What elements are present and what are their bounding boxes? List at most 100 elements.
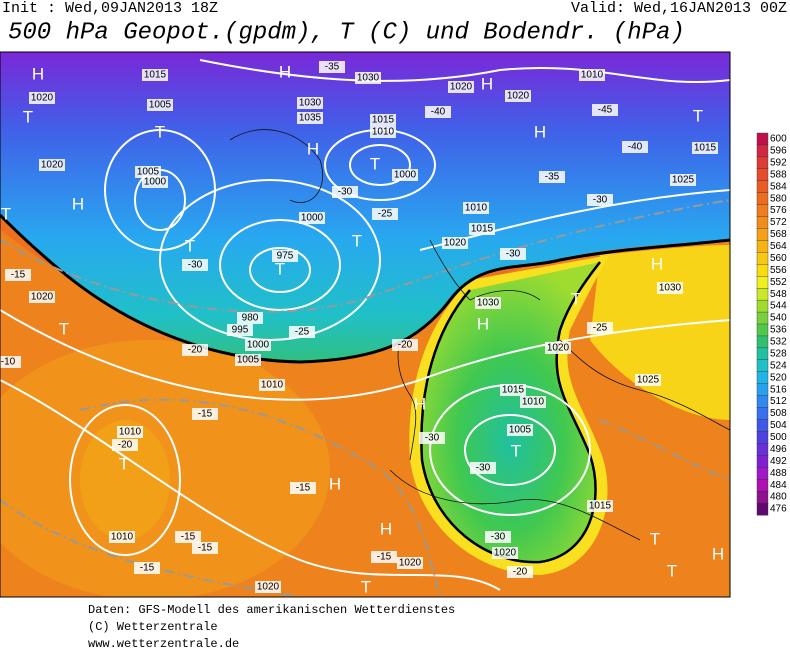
contour-label: 1020 xyxy=(399,558,422,569)
footer-url: www.wetterzentrale.de xyxy=(88,637,239,648)
label-box xyxy=(592,104,618,116)
contour-label: 980 xyxy=(242,313,259,324)
map-labels: H 1020 T 1020 H T -15 1020 T -10 1010 -20 T 1010 T 1005… xyxy=(0,61,724,596)
colorbar-label: 484 xyxy=(770,480,787,491)
label-box xyxy=(500,248,526,260)
contour-label: -20 xyxy=(188,345,203,356)
colorbar-label: 544 xyxy=(770,301,787,312)
contour-label: 1005 xyxy=(237,355,260,366)
contour-label: -40 xyxy=(628,142,643,153)
label-box xyxy=(657,282,683,294)
contour-label: -30 xyxy=(425,433,440,444)
pressure-center: T xyxy=(361,577,371,596)
label-box xyxy=(622,141,648,153)
colorbar-label: 528 xyxy=(770,348,787,359)
colorbar-label: 476 xyxy=(770,504,787,515)
colorbar-swatch xyxy=(756,502,769,516)
map-frame xyxy=(0,51,731,598)
label-box xyxy=(245,339,271,351)
label-box xyxy=(500,384,526,396)
label-box xyxy=(475,297,501,309)
colorbar-label: 584 xyxy=(770,181,787,192)
label-box xyxy=(469,223,495,235)
footer-source: Daten: GFS-Modell des amerikanischen Wet… xyxy=(88,603,455,617)
contour-label: 1010 xyxy=(581,70,604,81)
label-box xyxy=(355,72,381,84)
colorbar-swatch xyxy=(756,419,769,432)
label-box xyxy=(470,462,496,474)
colorbar-swatch xyxy=(756,323,769,337)
contour-label: 1025 xyxy=(637,375,660,386)
pressure-center: H xyxy=(32,64,44,83)
colorbar-swatch xyxy=(756,443,769,456)
colorbar-label: 488 xyxy=(770,468,787,479)
label-box xyxy=(109,531,135,543)
contour-label: 1005 xyxy=(137,167,160,178)
label-box xyxy=(392,339,418,351)
colorbar-swatch xyxy=(756,335,769,349)
label-box xyxy=(259,379,285,391)
contour-label: -15 xyxy=(377,552,392,563)
colorbar-label: 596 xyxy=(770,146,787,157)
contour-label: 995 xyxy=(232,325,249,336)
colorbar-swatch xyxy=(756,180,769,194)
contour-label: 1000 xyxy=(247,340,270,351)
colorbar-label: 532 xyxy=(770,337,787,348)
colorbar: 6005965925885845805765725685645605565525… xyxy=(756,132,787,516)
label-box xyxy=(5,269,31,281)
pressure-center: H xyxy=(414,394,426,413)
label-box xyxy=(29,92,55,104)
label-box xyxy=(227,324,253,336)
colorbar-swatch xyxy=(756,216,769,230)
contour-label: 1010 xyxy=(261,380,284,391)
contour-label: -25 xyxy=(378,209,393,220)
label-box xyxy=(635,374,661,386)
contour-label: 1005 xyxy=(149,100,172,111)
contour-label: -20 xyxy=(513,567,528,578)
contour-label: -15 xyxy=(181,532,196,543)
field-green xyxy=(421,262,600,563)
contour-label: 975 xyxy=(277,251,294,262)
colorbar-swatch xyxy=(756,431,769,444)
colorbar-label: 588 xyxy=(770,169,787,180)
label-box xyxy=(507,566,533,578)
label-box xyxy=(419,432,445,444)
label-box xyxy=(372,208,398,220)
pressure-center: H xyxy=(712,544,724,563)
label-box xyxy=(29,291,55,303)
pressure-center: H xyxy=(307,139,319,158)
contour-label: 1020 xyxy=(444,238,467,249)
label-box xyxy=(297,112,323,124)
colorbar-swatch xyxy=(756,168,769,182)
colorbar-swatch xyxy=(756,240,769,253)
contour-label: 1015 xyxy=(144,70,167,81)
contour-label: 1020 xyxy=(494,548,517,559)
contour-label: -20 xyxy=(398,340,413,351)
coastlines xyxy=(229,129,730,541)
contour-label: 1025 xyxy=(672,175,695,186)
colorbar-label: 556 xyxy=(770,265,787,276)
label-box xyxy=(235,354,261,366)
isotherms xyxy=(0,199,730,597)
colorbar-swatch xyxy=(756,383,769,397)
colorbar-swatch xyxy=(756,478,769,492)
label-box xyxy=(112,439,138,451)
contour-label: 1030 xyxy=(357,73,380,84)
colorbar-swatch xyxy=(756,490,769,504)
colorbar-label: 552 xyxy=(770,277,787,288)
colorbar-label: 536 xyxy=(770,325,787,336)
pressure-center: T xyxy=(275,259,285,278)
init-time: Init : Wed,09JAN2013 18Z xyxy=(2,0,218,17)
contour-label: -30 xyxy=(491,532,506,543)
label-box xyxy=(142,69,168,81)
label-box xyxy=(448,81,474,93)
colorbar-label: 568 xyxy=(770,229,787,240)
contour-label: -15 xyxy=(140,563,155,574)
pressure-center: H xyxy=(481,74,493,93)
contour-label: -25 xyxy=(295,327,310,338)
map: H 1020 T 1020 H T -15 1020 T -10 1010 -20 T 1010 T 1005… xyxy=(0,52,730,597)
label-box xyxy=(545,342,571,354)
label-box xyxy=(289,326,315,338)
colorbar-swatch xyxy=(756,204,769,218)
